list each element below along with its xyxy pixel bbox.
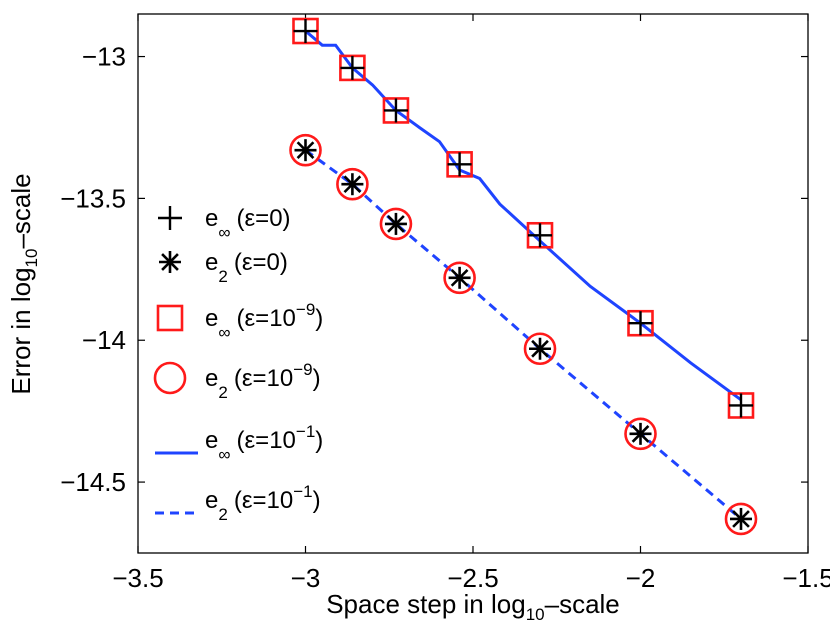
data-point-asterisk (294, 139, 317, 162)
data-point-plus (729, 393, 753, 418)
y-axis-title: Error in log10–scale (6, 173, 41, 394)
legend-label: e2(ε=0) (205, 249, 288, 286)
data-point-asterisk (341, 173, 364, 196)
series-markers-3 (289, 133, 758, 536)
legend-marker-swatch (153, 361, 187, 395)
series-markers-1 (294, 139, 752, 530)
data-point-circle (289, 133, 322, 167)
data-point-plus (528, 223, 552, 248)
data-point-plus (293, 19, 318, 44)
data-point-circle (443, 261, 476, 295)
data-point-circle (379, 207, 413, 241)
legend-entry-4: e∞(ε=10−1) (155, 422, 323, 464)
legend-label: e∞(ε=0) (205, 205, 291, 242)
series-markers-0 (293, 19, 753, 418)
legend-label: e∞(ε=10−9) (205, 300, 323, 342)
legend-entry-5: e2(ε=10−1) (155, 482, 321, 524)
legend-entry-2: e∞(ε=10−9) (156, 300, 323, 342)
ast-d2 (631, 425, 650, 443)
y-axis: −14.5 −14 −13.5 −13 (60, 42, 808, 497)
data-point-circle (724, 502, 758, 536)
data-point-plus (628, 311, 653, 336)
ast-d2 (296, 141, 315, 160)
legend: e∞(ε=0) e2(ε=0) e∞(ε=10−9) e2(ε=10−9) e∞(ε=1… (153, 205, 323, 524)
legend-label: e2(ε=10−1) (205, 482, 321, 524)
legend-marker-swatch (158, 206, 182, 230)
ast-d2 (161, 253, 179, 271)
ast-d2 (450, 268, 469, 287)
data-point-circle (624, 417, 657, 451)
x-tick-label: −3.5 (112, 563, 163, 593)
y-tick-label: −14.5 (60, 467, 126, 497)
legend-entry-3: e2(ε=10−9) (153, 360, 321, 402)
legend-entry-1: e2(ε=0) (159, 249, 288, 286)
x-axis: −3.5 −3 −2.5 −2 −1.5 (112, 14, 830, 593)
legend-marker-swatch (156, 304, 184, 332)
y-tick-label: −13.5 (60, 183, 126, 213)
data-point-asterisk (730, 507, 752, 530)
ast-d2 (343, 175, 362, 194)
legend-label: e∞(ε=10−1) (205, 422, 323, 464)
y-tick-label: −14 (82, 325, 126, 355)
data-point-plus (383, 98, 408, 123)
data-point-asterisk (448, 266, 471, 289)
ast-d2 (531, 339, 549, 358)
data-point-circle (336, 167, 369, 201)
y-tick-label: −13 (82, 42, 126, 72)
series-layer (289, 17, 758, 536)
ast-d2 (387, 215, 405, 233)
x-tick-label: −1.5 (782, 563, 830, 593)
x-axis-title: Space step in log10–scale (326, 589, 620, 624)
data-point-circle (523, 332, 557, 366)
x-tick-label: −2 (626, 563, 656, 593)
legend-entry-0: e∞(ε=0) (158, 205, 291, 242)
data-point-plus (447, 152, 472, 177)
x-tick-label: −2.5 (447, 563, 498, 593)
legend-label: e2(ε=10−9) (205, 360, 321, 402)
ast-d2 (732, 510, 750, 528)
x-tick-label: −3 (291, 563, 321, 593)
data-point-asterisk (629, 422, 652, 445)
legend-marker-swatch (159, 251, 181, 273)
data-point-plus (340, 55, 365, 80)
data-point-asterisk (529, 337, 551, 360)
data-point-asterisk (384, 212, 407, 235)
